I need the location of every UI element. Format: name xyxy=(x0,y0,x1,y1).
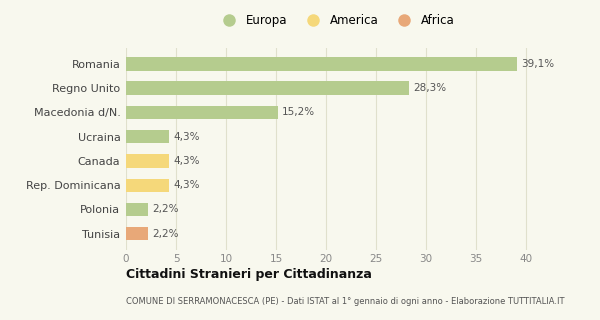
Text: 2,2%: 2,2% xyxy=(152,204,179,214)
Text: 2,2%: 2,2% xyxy=(152,229,179,239)
Legend: Europa, America, Africa: Europa, America, Africa xyxy=(212,10,460,32)
Text: Cittadini Stranieri per Cittadinanza: Cittadini Stranieri per Cittadinanza xyxy=(126,268,372,281)
Bar xyxy=(126,57,517,70)
Text: 4,3%: 4,3% xyxy=(173,132,199,142)
Text: COMUNE DI SERRAMONACESCA (PE) - Dati ISTAT al 1° gennaio di ogni anno - Elaboraz: COMUNE DI SERRAMONACESCA (PE) - Dati IST… xyxy=(126,297,565,306)
Text: 4,3%: 4,3% xyxy=(173,156,199,166)
Text: 39,1%: 39,1% xyxy=(521,59,554,69)
Bar xyxy=(126,106,278,119)
Bar xyxy=(126,179,169,192)
Bar xyxy=(126,203,148,216)
Bar xyxy=(126,227,148,240)
Text: 28,3%: 28,3% xyxy=(413,83,446,93)
Bar xyxy=(126,130,169,143)
Text: 4,3%: 4,3% xyxy=(173,180,199,190)
Bar xyxy=(126,81,409,95)
Text: 15,2%: 15,2% xyxy=(282,108,315,117)
Bar xyxy=(126,154,169,168)
